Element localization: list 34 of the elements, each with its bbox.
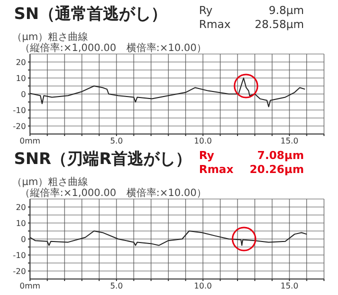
text: 28.58μm [254, 18, 304, 31]
x-tick-label: 5.0 [110, 136, 123, 146]
chart-title: SN（通常首逃がし） [14, 4, 167, 25]
y-tick-label: 10 [16, 74, 26, 83]
y-tick-label: 10 [16, 218, 26, 228]
y-tick-label: 20 [16, 202, 26, 212]
text: Ry [199, 149, 214, 162]
y-tick-label: -20 [12, 266, 26, 276]
y-tick-label: -10 [12, 250, 26, 260]
y-axis-title: （μm）粗さ曲線 [12, 30, 88, 43]
chart-subtitle: （縦倍率:×1,000.00 横倍率:×10.00） [20, 188, 207, 200]
text: Ry [199, 4, 213, 17]
y-tick-label: -10 [12, 106, 26, 115]
text: 7.08μm [257, 149, 304, 162]
x-tick-label: 10.0 [194, 282, 212, 291]
y-axis-title: （μm）粗さ曲線 [12, 176, 88, 188]
text: Rmax [199, 18, 231, 31]
y-tick-label: 20 [16, 58, 26, 67]
chart-title: SNR（刃端R首逃がし） [14, 149, 192, 170]
x-tick-label: 0mm [20, 282, 41, 291]
y-tick-label: -20 [12, 122, 26, 131]
x-tick-label: 15.0 [280, 136, 298, 146]
line-series [30, 230, 308, 246]
x-tick-label: 15.0 [280, 282, 298, 291]
y-tick-label: 0 [20, 90, 26, 99]
y-tick-label: 0 [20, 234, 26, 244]
x-tick-label: 5.0 [110, 282, 123, 291]
x-tick-label: 10.0 [194, 136, 212, 146]
text: 9.8μm [268, 4, 304, 17]
line-series [30, 78, 306, 108]
text: 20.26μm [250, 163, 304, 176]
text: Rmax [199, 163, 234, 176]
chart-subtitle: （縦倍率:×1,000.00 横倍率:×10.00） [20, 42, 207, 55]
x-tick-label: 0mm [20, 136, 41, 146]
